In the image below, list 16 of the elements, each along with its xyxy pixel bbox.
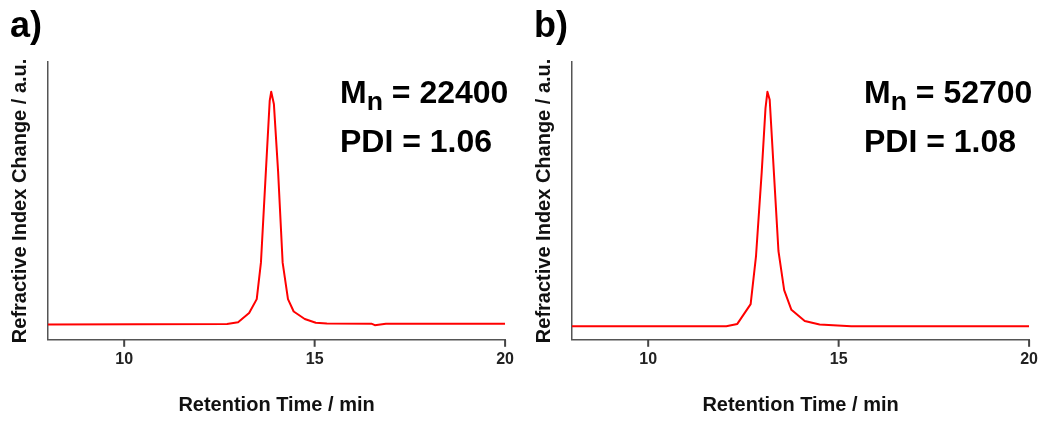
chart-title: b) [534,4,568,46]
annotation: M$_{n}$ = 22400 [340,73,509,119]
x-tick-label: 10 [115,349,134,367]
annotation: M$_{n}$ = 52700 [864,73,1033,119]
x-axis-title: Retention Time / min [702,392,899,415]
x-tick-label: 10 [639,349,658,367]
annotation: PDI = 1.08 [864,122,1018,162]
x-tick-label: 15 [305,349,324,367]
annotation: PDI = 1.06 [340,122,494,162]
x-tick-label: 20 [1020,349,1039,367]
chart-title: a) [10,4,43,46]
x-tick-label: 20 [496,349,515,367]
y-axis-title: Refractive Index Change / a.u. [531,58,554,344]
y-axis-title: Refractive Index Change / a.u. [7,58,30,344]
x-axis-title: Retention Time / min [178,392,375,415]
x-tick-label: 15 [829,349,848,367]
